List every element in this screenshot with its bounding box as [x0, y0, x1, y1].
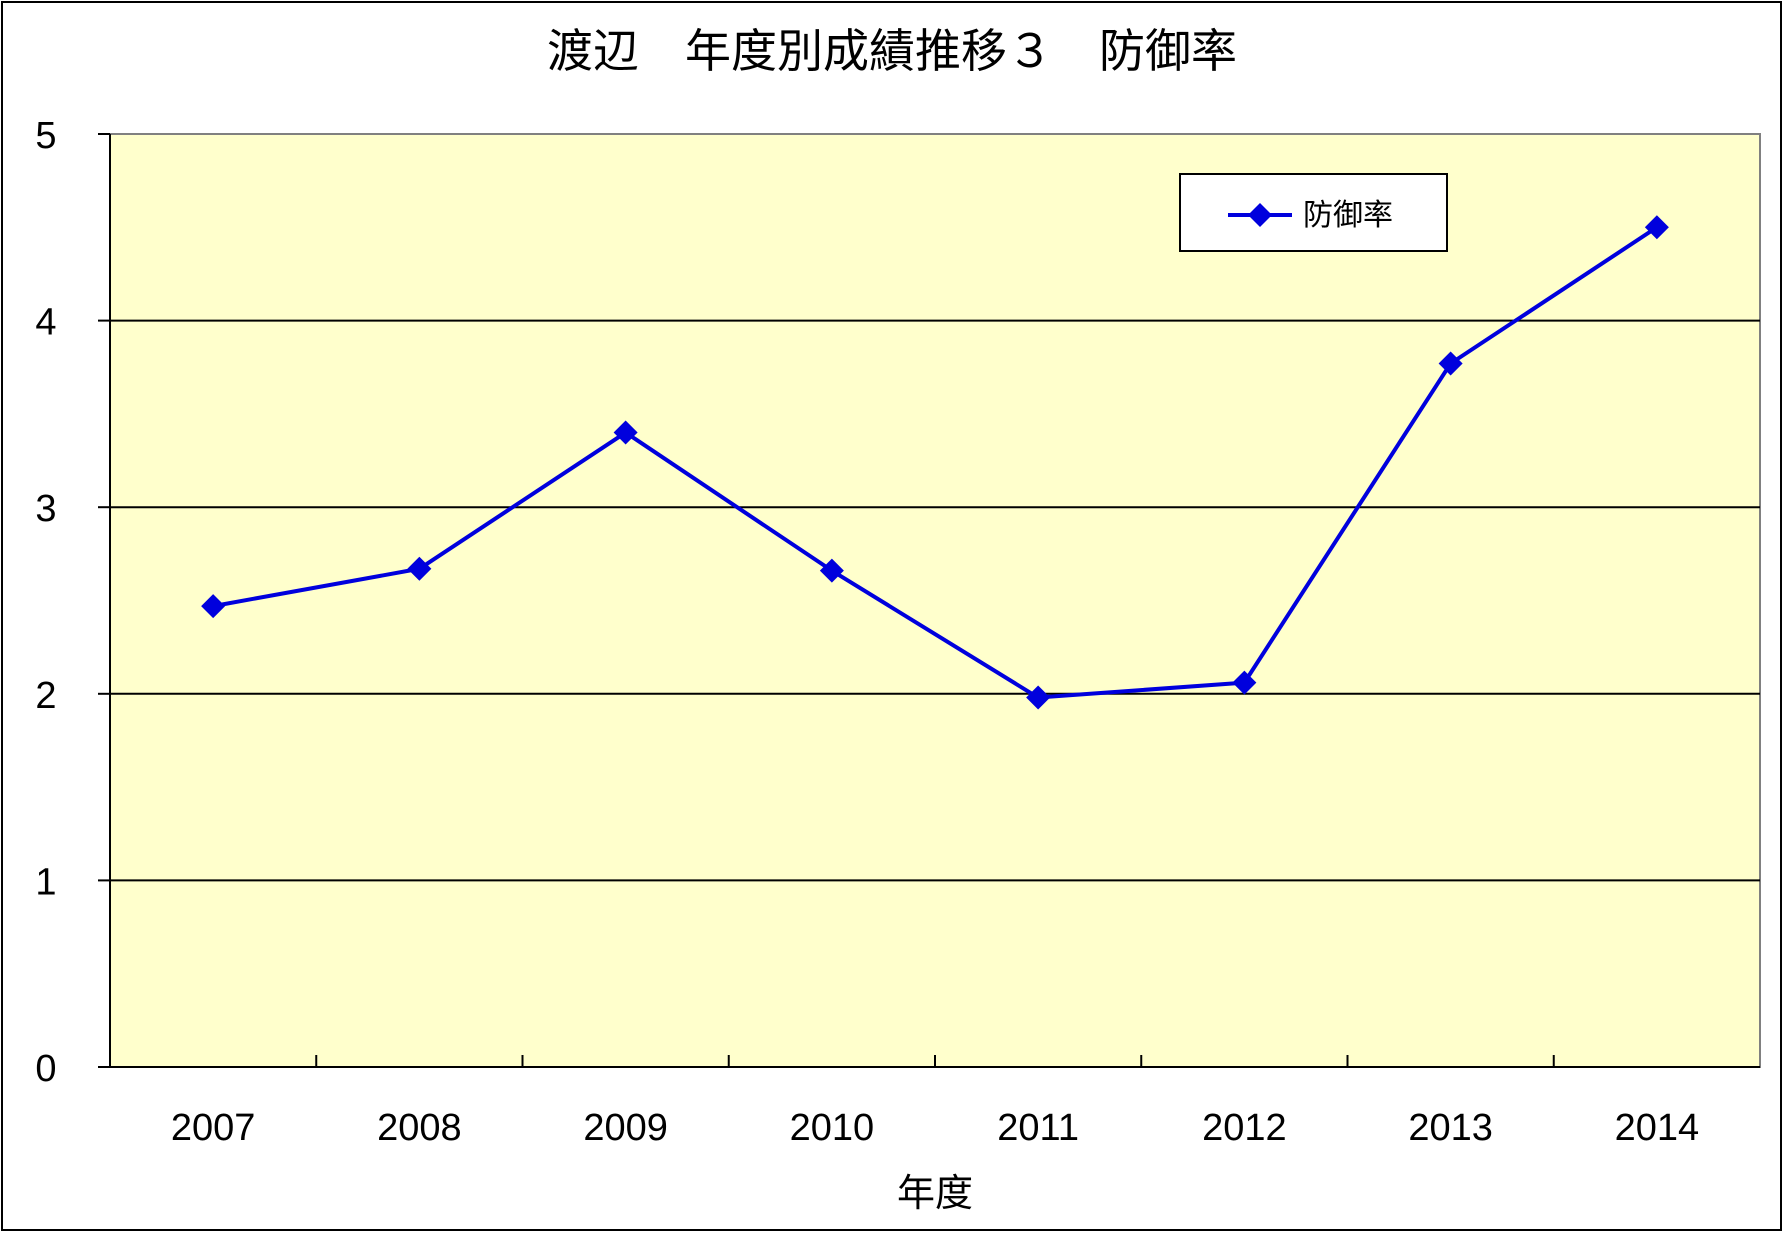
x-tick-label-2008: 2008: [377, 1107, 462, 1149]
data-point-2008: [407, 556, 432, 581]
legend-marker-swatch: [1248, 203, 1272, 227]
legend: 防御率: [1179, 173, 1448, 252]
x-tick-label-2013: 2013: [1408, 1107, 1493, 1149]
gridlines: [110, 319, 1760, 882]
data-point-2012: [1232, 670, 1257, 695]
y-tick-label-0: 0: [35, 1048, 56, 1090]
data-point-2013: [1438, 351, 1463, 376]
y-tick-label-3: 3: [35, 488, 56, 530]
data-point-2011: [1026, 685, 1051, 710]
legend-label: 防御率: [1303, 198, 1393, 233]
x-tick-label-2007: 2007: [171, 1107, 256, 1149]
data-point-2009: [613, 420, 638, 445]
y-axis-ticks: 0 1 2 3 4 5: [35, 115, 110, 1090]
x-tick-label-2012: 2012: [1202, 1107, 1287, 1149]
series-line-0: [212, 225, 1658, 700]
data-point-2010: [819, 558, 844, 583]
y-tick-label-2: 2: [35, 675, 56, 717]
x-tick-label-2011: 2011: [997, 1107, 1079, 1149]
data-point-2014: [1644, 215, 1669, 240]
x-tick-label-2010: 2010: [790, 1107, 875, 1149]
legend-box: [1179, 173, 1448, 252]
data-point-2007: [201, 594, 226, 619]
x-axis-title: 年度: [897, 1171, 973, 1215]
series-group: [201, 215, 1669, 710]
x-axis-ticks: 2007 2008 2009 2010 2011 2012 2013 2014: [171, 1055, 1699, 1149]
y-tick-label-5: 5: [35, 115, 56, 157]
y-tick-label-1: 1: [35, 861, 56, 903]
chart-title: 渡辺 年度別成績推移３ 防御率: [547, 24, 1237, 78]
x-tick-label-2009: 2009: [583, 1107, 668, 1149]
plot-area: [109, 133, 1761, 1068]
x-tick-label-2014: 2014: [1615, 1107, 1700, 1149]
y-tick-label-4: 4: [35, 302, 56, 344]
